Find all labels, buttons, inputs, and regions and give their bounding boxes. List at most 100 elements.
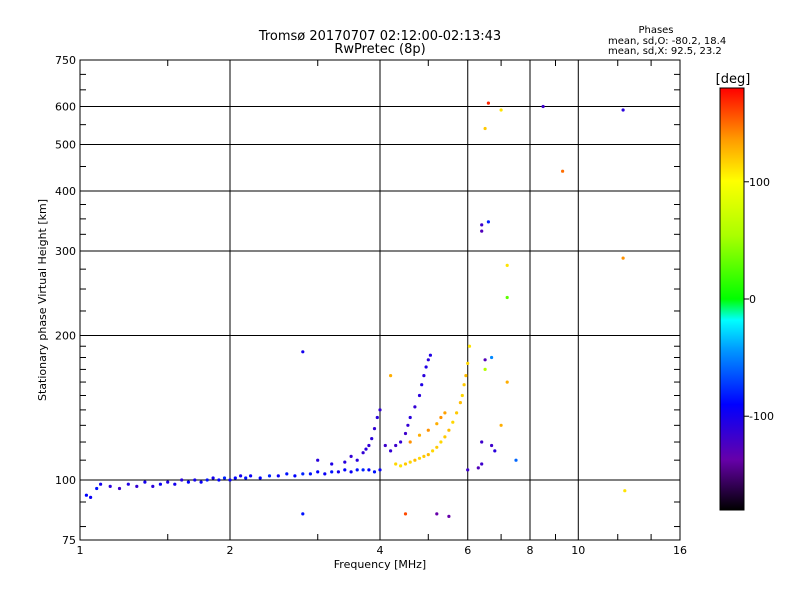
data-point — [375, 415, 379, 420]
data-point — [301, 350, 305, 354]
x-tick-label: 10 — [571, 544, 585, 557]
data-point — [466, 468, 470, 472]
data-point — [458, 401, 462, 405]
data-point — [84, 493, 88, 497]
data-point — [166, 480, 170, 484]
data-point — [443, 411, 447, 415]
x-tick-label: 6 — [464, 544, 471, 557]
data-point — [285, 472, 289, 476]
data-point — [408, 440, 412, 444]
data-point — [378, 408, 382, 412]
data-point — [370, 437, 374, 441]
data-point — [447, 514, 451, 519]
data-point — [233, 476, 237, 480]
y-tick-labels: 75 100 200 300 400 500 600 750 — [55, 54, 76, 547]
data-point — [428, 353, 432, 357]
data-point — [460, 393, 464, 398]
data-point — [435, 445, 439, 449]
data-point — [301, 512, 305, 516]
data-point — [330, 462, 334, 466]
data-point — [483, 126, 487, 131]
data-point — [199, 480, 203, 484]
data-point — [424, 365, 428, 369]
stats-heading: Phases — [638, 25, 673, 36]
axis-ticks — [80, 60, 680, 540]
data-point — [403, 462, 408, 466]
data-point — [483, 358, 487, 362]
colorbar-tick-label: 0 — [749, 293, 756, 306]
data-point — [249, 474, 253, 478]
x-tick-label: 16 — [673, 544, 687, 557]
data-point — [408, 460, 412, 464]
data-point — [349, 470, 353, 474]
data-point — [367, 443, 371, 448]
data-point — [135, 484, 139, 488]
data-point — [276, 474, 280, 478]
data-point — [293, 474, 297, 478]
data-point — [394, 443, 398, 448]
data-point — [621, 108, 625, 112]
data-point — [426, 358, 430, 362]
y-axis-label: Stationary phase Virtual Height [km] — [36, 199, 49, 401]
y-tick-label: 400 — [55, 185, 76, 198]
data-point — [158, 482, 162, 486]
data-point — [211, 476, 215, 480]
data-point — [367, 468, 371, 472]
x-tick-label: 8 — [527, 544, 534, 557]
data-point — [499, 108, 503, 112]
data-point — [361, 468, 365, 472]
y-tick-label: 500 — [55, 139, 76, 152]
data-point — [399, 464, 403, 468]
x-tick-labels: 1 2 4 6 8 10 16 — [77, 544, 688, 557]
data-point — [323, 472, 327, 476]
data-point — [455, 411, 459, 415]
data-point — [349, 454, 353, 458]
data-point — [143, 480, 147, 484]
data-point — [435, 422, 439, 426]
data-point — [426, 428, 430, 432]
chart-subtitle: RwPretec (8p) — [334, 42, 425, 57]
data-point — [561, 169, 565, 173]
data-point — [435, 512, 439, 516]
colorbar-ticks: 100 0 -100 — [744, 176, 774, 423]
data-point — [413, 458, 417, 462]
data-point — [258, 476, 262, 480]
data-point — [406, 423, 410, 427]
data-point — [505, 380, 509, 384]
data-point — [217, 478, 221, 482]
data-point — [483, 367, 487, 371]
data-point — [464, 374, 468, 378]
data-point — [403, 431, 408, 436]
data-point — [330, 470, 334, 474]
data-point — [267, 474, 272, 478]
colorbar-tick-label: -100 — [749, 410, 774, 423]
data-point — [505, 295, 509, 300]
data-point — [186, 480, 190, 484]
data-point — [486, 101, 490, 105]
data-point — [408, 415, 412, 420]
data-point — [239, 474, 243, 478]
data-point — [467, 344, 472, 348]
data-point — [126, 482, 130, 486]
data-point — [244, 476, 248, 480]
colorbar-label: [deg] — [716, 72, 751, 87]
data-point — [316, 470, 320, 474]
data-point — [443, 435, 447, 439]
data-points — [84, 101, 627, 519]
data-point — [222, 476, 227, 480]
data-point — [439, 415, 443, 420]
data-point — [205, 478, 209, 482]
data-point — [490, 355, 494, 360]
data-point — [476, 466, 480, 470]
data-point — [493, 449, 497, 453]
data-point — [173, 482, 177, 486]
data-point — [180, 478, 184, 482]
data-point — [621, 256, 625, 260]
data-point — [447, 428, 451, 432]
data-point — [505, 263, 509, 267]
data-point — [117, 486, 122, 491]
y-tick-label: 200 — [55, 330, 76, 343]
stats-line-o: mean, sd,O: -80.2, 18.4 — [608, 36, 726, 47]
y-tick-label: 750 — [55, 54, 76, 67]
